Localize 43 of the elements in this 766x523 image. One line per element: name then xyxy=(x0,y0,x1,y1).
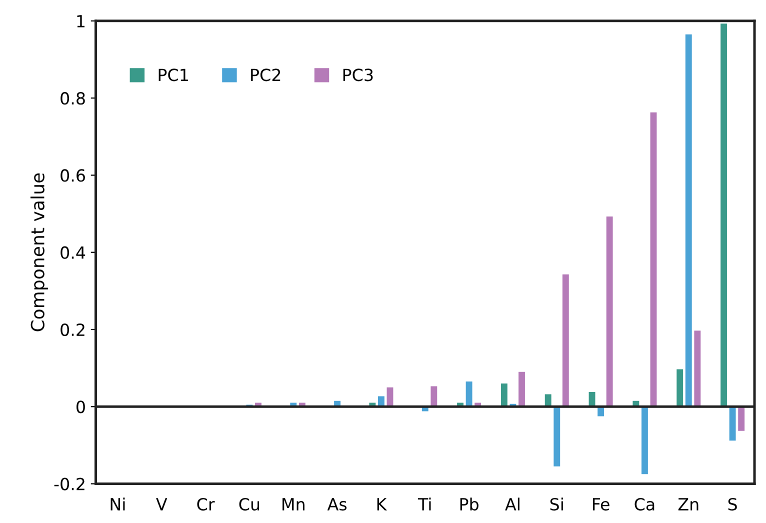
legend-label: PC1 xyxy=(158,68,188,82)
bar xyxy=(430,386,438,407)
bar xyxy=(641,406,648,474)
x-tick-label: Fe xyxy=(592,498,610,511)
bar xyxy=(466,382,472,407)
x-tick-label: Ti xyxy=(418,498,431,510)
y-tick-label: 0.2 xyxy=(60,323,84,336)
bar xyxy=(685,34,692,407)
bar xyxy=(676,369,684,407)
x-tick-label: Cr xyxy=(197,498,215,511)
x-tick-label: Mn xyxy=(282,498,304,510)
bar xyxy=(694,330,701,407)
legend-label: PC2 xyxy=(251,68,280,82)
x-tick-label: Zn xyxy=(678,498,698,510)
x-tick-label: Al xyxy=(505,498,520,510)
x-tick-label: Ca xyxy=(634,498,654,511)
bar xyxy=(554,406,560,466)
x-tick-label: Pb xyxy=(460,498,478,511)
legend-label: PC3 xyxy=(343,68,373,82)
x-tick-label: Cu xyxy=(239,498,260,511)
x-tick-label: Ni xyxy=(110,498,125,510)
x-tick-label: K xyxy=(377,498,388,510)
bar xyxy=(720,24,727,407)
x-tick-label: V xyxy=(156,498,168,510)
x-tick-label: Si xyxy=(550,498,563,511)
bar xyxy=(562,274,569,407)
bar xyxy=(518,372,525,407)
bar xyxy=(606,216,613,407)
bar xyxy=(650,112,657,407)
bar xyxy=(738,406,745,431)
y-tick-label: 0.4 xyxy=(60,246,86,259)
y-tick-label: -0.2 xyxy=(54,478,84,490)
y-tick-label: 0 xyxy=(76,400,85,414)
bar xyxy=(378,396,384,407)
y-tick-label: 0.8 xyxy=(60,92,85,105)
x-tick-label: S xyxy=(728,498,737,511)
y-tick-label: 1 xyxy=(77,15,84,28)
x-tick-label: As xyxy=(327,498,347,511)
y-tick-label: 0.6 xyxy=(60,169,85,182)
bar xyxy=(544,394,552,407)
bar xyxy=(729,406,736,441)
y-axis-title: Component value xyxy=(30,173,48,332)
bar xyxy=(500,383,508,407)
